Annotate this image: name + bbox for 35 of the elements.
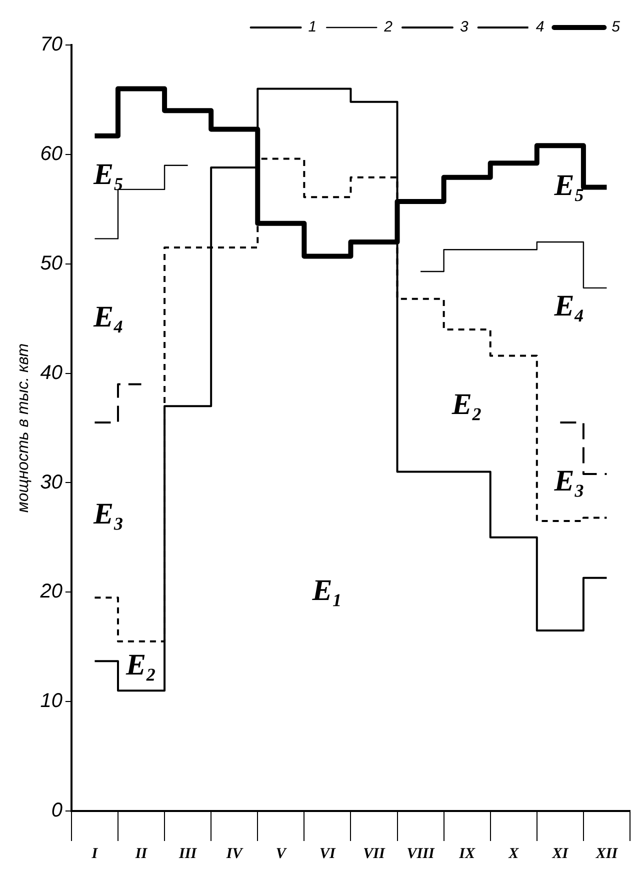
annotation: E₃ (92, 497, 124, 530)
legend-label: 2 (383, 18, 394, 36)
x-tick-label: IX (458, 846, 476, 862)
y-tick-label: 20 (39, 580, 62, 603)
y-tick-label: 70 (40, 34, 62, 56)
legend-label: 5 (612, 18, 621, 36)
legend-label: 1 (308, 18, 317, 36)
x-tick-label: XI (551, 846, 570, 862)
x-tick-label: III (178, 846, 198, 862)
annotation: E₄ (553, 289, 585, 322)
y-tick-label: 10 (40, 690, 62, 712)
legend-label: 4 (536, 18, 544, 36)
x-tick-label: X (508, 846, 520, 862)
y-tick-label: 50 (40, 252, 62, 274)
x-tick-label: VII (363, 846, 386, 862)
y-axis-title: мощность в тыс. квт (15, 343, 32, 513)
annotation: E₄ (92, 300, 124, 334)
y-tick-label: 0 (51, 800, 62, 822)
y-tick-label: 40 (40, 362, 62, 384)
x-tick-label: VIII (406, 846, 436, 862)
annotation: E₁ (311, 574, 343, 607)
annotation: E₂ (450, 388, 482, 421)
x-tick-label: V (276, 846, 288, 862)
y-tick-label: 60 (40, 142, 62, 165)
annotation: E₅ (92, 158, 124, 192)
x-tick-label: I (90, 846, 99, 862)
x-tick-label: VI (320, 846, 337, 862)
y-tick-label: 30 (40, 471, 62, 494)
annotation: E₅ (553, 169, 585, 202)
legend-label: 3 (460, 18, 469, 36)
x-tick-label: II (134, 846, 148, 862)
x-tick-label: XII (594, 846, 619, 862)
annotation: E₂ (125, 648, 156, 682)
annotation: E₃ (553, 464, 585, 498)
x-tick-label: IV (225, 846, 244, 862)
